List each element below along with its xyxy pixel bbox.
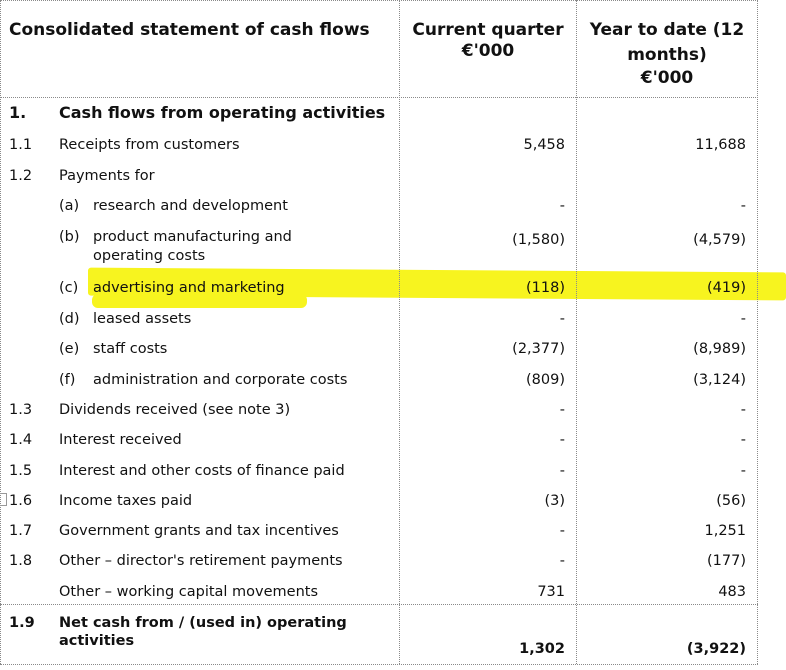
section-number: 1. <box>9 103 27 122</box>
row-label: advertising and marketing <box>93 280 285 296</box>
row-ytd-value: (4,579) <box>693 232 746 248</box>
row-ytd-value: 11,688 <box>695 137 746 153</box>
row-sub-letter: (d) <box>59 311 80 327</box>
row-current-value: (3) <box>544 493 565 509</box>
row-label: Other – working capital movements <box>59 584 319 600</box>
row-current-value: (809) <box>526 372 565 388</box>
row-ytd-value: - <box>740 311 746 327</box>
row-ytd-value: - <box>740 432 746 448</box>
row-sub-letter: (b) <box>59 229 80 245</box>
row-number: 1.7 <box>9 523 33 539</box>
row-label: Receipts from customers <box>59 137 240 153</box>
row-marker <box>0 493 7 506</box>
row-ytd-value: 1,251 <box>704 523 746 539</box>
row-number: 1.3 <box>9 402 33 418</box>
row-label: Other – director's retirement payments <box>59 553 343 569</box>
row-sub-letter: (f) <box>59 372 76 388</box>
row-current-value: (1,580) <box>512 232 565 248</box>
row-ytd-value: (177) <box>707 553 746 569</box>
row-current-value: - <box>559 523 565 539</box>
row-ytd-value: (419) <box>707 280 746 296</box>
row-number: 1.8 <box>9 553 33 569</box>
row-label: Interest and other costs of finance paid <box>59 463 345 479</box>
row-sub-letter: (a) <box>59 198 80 214</box>
yellow-highlight-underline <box>92 294 307 308</box>
row-current-value: 731 <box>537 584 565 600</box>
row-current-value: - <box>559 198 565 214</box>
row-label: staff costs <box>93 341 168 357</box>
col-ytd-header-line1: Year to date (12 <box>589 20 745 40</box>
col-ytd-header-line2: months) <box>627 45 707 65</box>
row-ytd-value: 483 <box>718 584 746 600</box>
row-sub-letter: (c) <box>59 280 79 296</box>
row-ytd-value: (8,989) <box>693 341 746 357</box>
section-heading: Cash flows from operating activities <box>59 103 386 122</box>
row-current-value: - <box>559 432 565 448</box>
row-label: Government grants and tax incentives <box>59 523 339 539</box>
col-ytd-header-line3: €'000 <box>640 68 694 88</box>
row-ytd-value: - <box>740 463 746 479</box>
row-current-value: - <box>559 463 565 479</box>
row-ytd-value: (56) <box>716 493 746 509</box>
row-ytd-value: - <box>740 402 746 418</box>
total-row-number: 1.9 <box>9 615 35 631</box>
col-current-header-line2: €'000 <box>461 41 515 61</box>
row-label: product manufacturing and <box>93 229 292 245</box>
row-number: 1.6 <box>9 493 33 509</box>
row-label: research and development <box>93 198 288 214</box>
row-current-value: (118) <box>526 280 565 296</box>
total-row-label-line2: activities <box>59 633 135 649</box>
row-label-line2: operating costs <box>93 248 206 264</box>
row-label: Interest received <box>59 432 182 448</box>
total-ytd-value: (3,922) <box>686 641 746 657</box>
row-label: Dividends received (see note 3) <box>59 402 291 418</box>
total-current-value: 1,302 <box>519 641 565 657</box>
row-ytd-value: (3,124) <box>693 372 746 388</box>
row-current-value: - <box>559 311 565 327</box>
row-ytd-value: - <box>740 198 746 214</box>
page-title: Consolidated statement of cash flows <box>9 20 370 40</box>
table-grid <box>0 0 758 665</box>
row-number: 1.1 <box>9 137 33 153</box>
row-sub-letter: (e) <box>59 341 80 357</box>
row-current-value: 5,458 <box>523 137 565 153</box>
row-label: leased assets <box>93 311 192 327</box>
row-current-value: - <box>559 402 565 418</box>
row-number: 1.5 <box>9 463 33 479</box>
row-number: 1.4 <box>9 432 33 448</box>
row-label: Income taxes paid <box>59 493 193 509</box>
total-row-label-line1: Net cash from / (used in) operating <box>59 615 347 631</box>
row-current-value: (2,377) <box>512 341 565 357</box>
row-label: administration and corporate costs <box>93 372 348 388</box>
row-number: 1.2 <box>9 168 33 184</box>
row-current-value: - <box>559 553 565 569</box>
row-label: Payments for <box>59 168 155 184</box>
col-current-header-line1: Current quarter <box>412 20 564 40</box>
